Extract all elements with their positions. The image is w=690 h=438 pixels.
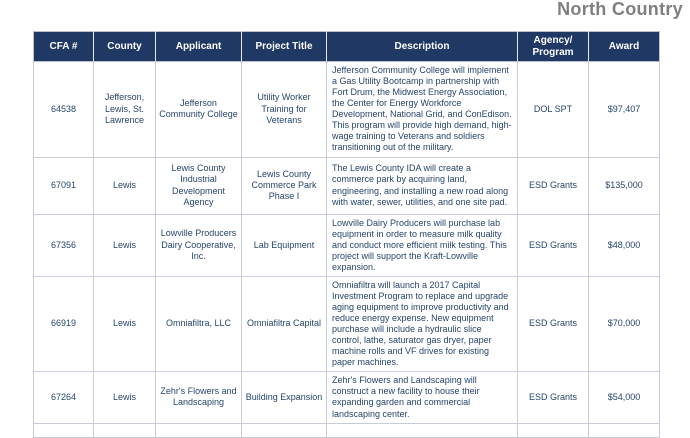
- description-cell: Lowville Dairy Producers will purchase l…: [326, 213, 518, 277]
- county-cell: Jefferson, Lewis, St. Lawrence: [93, 61, 156, 158]
- col-header-applicant: Applicant: [155, 31, 242, 62]
- cfa-cell: 66919: [33, 275, 94, 373]
- description-cell: [326, 422, 518, 438]
- page-title: North Country: [557, 0, 683, 19]
- award-cell: $54,000: [588, 371, 660, 424]
- table-row-partial: [33, 422, 660, 438]
- applicant-cell: [155, 422, 242, 438]
- applicant-cell: Lewis County Industrial Development Agen…: [155, 156, 242, 215]
- project-title-cell: Building Expansion: [241, 371, 327, 424]
- description-cell: Jefferson Community College will impleme…: [326, 61, 518, 158]
- award-cell: $135,000: [588, 156, 660, 215]
- county-cell: Lewis: [93, 213, 156, 277]
- col-header-cfa: CFA #: [33, 31, 94, 62]
- cfa-cell: 64538: [33, 61, 94, 158]
- agency-program-cell: DOL SPT: [517, 61, 589, 158]
- col-header-county: County: [93, 31, 156, 62]
- agency-program-cell: ESD Grants: [517, 371, 589, 424]
- description-cell: Zehr's Flowers and Landscaping will cons…: [326, 371, 518, 424]
- project-title-cell: [241, 422, 327, 438]
- agency-program-cell: ESD Grants: [517, 275, 589, 373]
- cfa-cell: 67264: [33, 371, 94, 424]
- county-cell: Lewis: [93, 156, 156, 215]
- col-header-description: Description: [326, 31, 518, 62]
- applicant-cell: Lowville Producers Dairy Cooperative, In…: [155, 213, 242, 277]
- applicant-cell: Omniafiltra, LLC: [155, 275, 242, 373]
- header-row: CFA # County Applicant Project Title Des…: [33, 31, 660, 62]
- table-row: 67264 Lewis Zehr's Flowers and Landscapi…: [33, 371, 660, 424]
- applicant-cell: Jefferson Community College: [155, 61, 242, 158]
- award-cell: $48,000: [588, 213, 660, 277]
- project-title-cell: Lab Equipment: [241, 213, 327, 277]
- agency-program-cell: ESD Grants: [517, 213, 589, 277]
- cfa-awards-table: CFA # County Applicant Project Title Des…: [33, 31, 660, 438]
- award-cell: $97,407: [588, 61, 660, 158]
- county-cell: [93, 422, 156, 438]
- cfa-cell: 67091: [33, 156, 94, 215]
- county-cell: Lewis: [93, 371, 156, 424]
- award-cell: $70,000: [588, 275, 660, 373]
- project-title-cell: Lewis County Commerce Park Phase I: [241, 156, 327, 215]
- cfa-cell: 67356: [33, 213, 94, 277]
- table-row: 67356 Lewis Lowville Producers Dairy Coo…: [33, 213, 660, 277]
- applicant-cell: Zehr's Flowers and Landscaping: [155, 371, 242, 424]
- agency-program-cell: ESD Grants: [517, 156, 589, 215]
- award-cell: [588, 422, 660, 438]
- col-header-agency-program: Agency/ Program: [517, 31, 589, 62]
- project-title-cell: Utility Worker Training for Veterans: [241, 61, 327, 158]
- col-header-project-title: Project Title: [241, 31, 327, 62]
- description-cell: The Lewis County IDA will create a comme…: [326, 156, 518, 215]
- cfa-cell: [33, 422, 94, 438]
- agency-program-cell: [517, 422, 589, 438]
- description-cell: Omniafiltra will launch a 2017 Capital I…: [326, 275, 518, 373]
- table-row: 66919 Lewis Omniafiltra, LLC Omniafiltra…: [33, 275, 660, 373]
- table-row: 67091 Lewis Lewis County Industrial Deve…: [33, 156, 660, 215]
- county-cell: Lewis: [93, 275, 156, 373]
- project-title-cell: Omniafiltra Capital: [241, 275, 327, 373]
- col-header-award: Award: [588, 31, 660, 62]
- table-row: 64538 Jefferson, Lewis, St. Lawrence Jef…: [33, 61, 660, 158]
